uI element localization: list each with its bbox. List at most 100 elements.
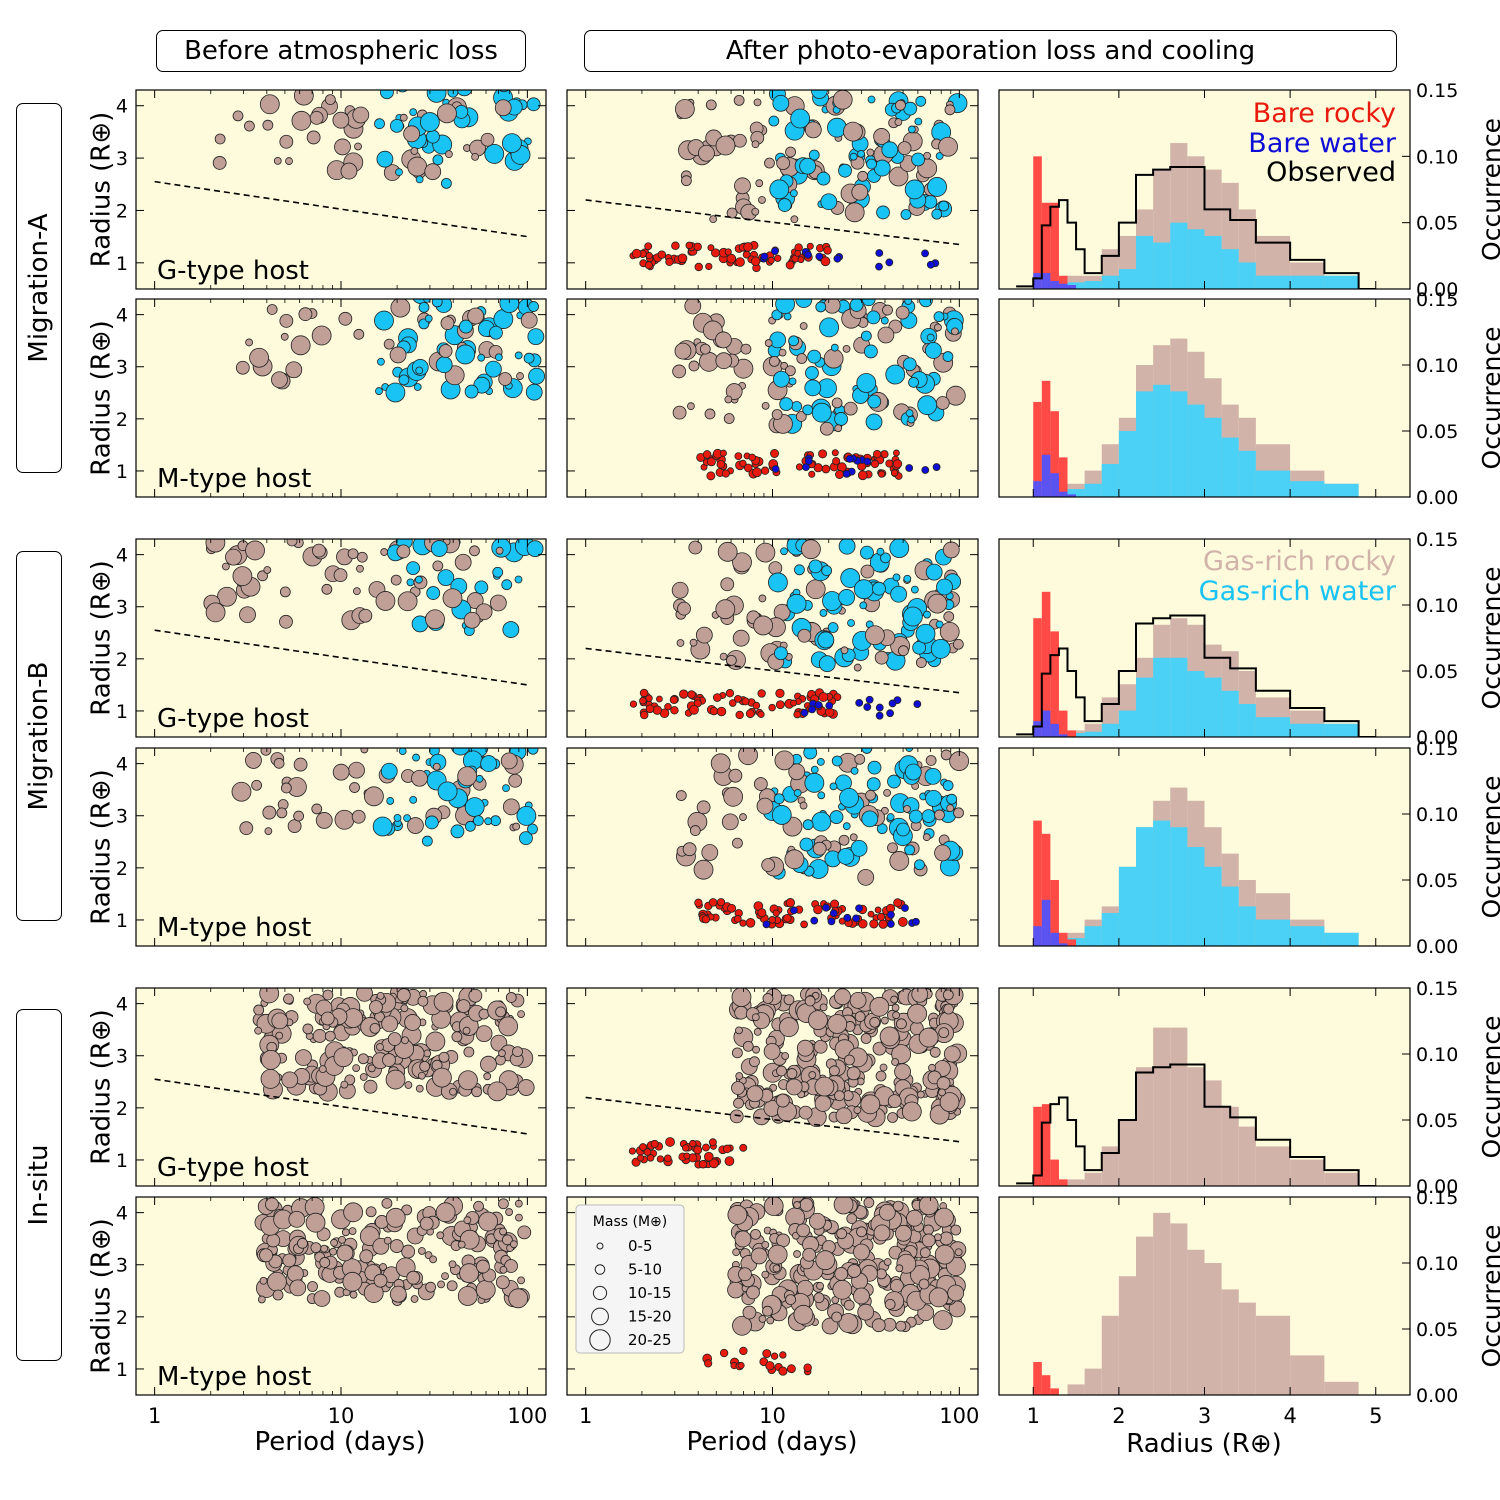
mass-legend-label: 10-15: [628, 1284, 672, 1302]
observed-histogram: [1016, 1063, 1376, 1186]
planet-point: [311, 325, 332, 346]
planet-point: [249, 347, 269, 368]
planet-point: [895, 1224, 912, 1242]
planet-point: [418, 301, 430, 313]
gas-rich-water-bar: [1204, 677, 1222, 737]
planet-point: [783, 994, 795, 1006]
planet-point: [221, 562, 230, 571]
planet-point: [501, 133, 522, 153]
planet-point: [834, 424, 843, 433]
hist-x-tick-label: 1: [1027, 1404, 1040, 1428]
hist-y-tick-label: 0.05: [1416, 213, 1458, 235]
planet-point: [810, 916, 819, 925]
planet-point: [456, 999, 471, 1014]
planet-point: [865, 695, 874, 704]
planet-point: [266, 1233, 281, 1248]
bare-water-bar: [1033, 926, 1042, 946]
planet-point: [406, 1270, 421, 1285]
y-tick-label: 3: [116, 1046, 128, 1068]
planet-point: [895, 99, 906, 111]
histogram: [1016, 591, 1376, 737]
planet-point: [508, 773, 523, 788]
planet-point: [715, 599, 736, 620]
planet-point: [232, 110, 244, 122]
planet-point: [843, 401, 858, 416]
planet-point: [896, 822, 910, 837]
planet-point: [727, 1205, 748, 1225]
y-tick-label: 3: [116, 806, 128, 828]
bare-water-bar: [1050, 281, 1059, 289]
planet-point: [245, 338, 254, 347]
planet-point: [889, 539, 910, 559]
planet-point: [475, 1025, 493, 1043]
planet-point: [926, 260, 935, 269]
planet-point: [399, 113, 408, 122]
planet-point: [939, 1092, 960, 1112]
planet-point: [918, 1278, 930, 1290]
planet-point: [501, 1234, 513, 1246]
planet-point: [307, 1281, 318, 1292]
planet-point: [468, 988, 483, 1003]
planet-point: [800, 708, 809, 717]
planet-point: [923, 151, 932, 160]
planet-point: [860, 564, 875, 579]
planet-point: [376, 991, 385, 1000]
planet-point: [687, 690, 696, 699]
x-tick-label: 1: [148, 1404, 161, 1428]
planet-point: [404, 1081, 413, 1089]
planet-point: [907, 1003, 928, 1024]
planet-point: [895, 1320, 907, 1332]
planet-point: [808, 149, 820, 161]
planet-point: [636, 1154, 644, 1162]
planet-point: [306, 130, 321, 145]
planet-point: [897, 141, 912, 156]
planet-point: [938, 136, 958, 157]
bare-rocky-bar: [1050, 1159, 1059, 1186]
gas-rich-rocky-bar: [1101, 1315, 1119, 1395]
planet-point: [936, 1076, 951, 1091]
planet-point: [761, 1270, 770, 1279]
planet-point: [404, 1014, 422, 1031]
planet-point: [373, 1273, 388, 1288]
planet-point: [796, 353, 808, 364]
planet-point: [756, 797, 774, 815]
planet-point: [947, 1284, 965, 1302]
planet-point: [906, 1209, 923, 1227]
planet-point: [417, 1071, 426, 1080]
y-tick-label: 4: [116, 754, 128, 776]
planet-point: [902, 357, 917, 372]
planet-point: [383, 1236, 392, 1245]
planet-point: [840, 646, 849, 655]
y-axis-label: Radius (R⊕): [87, 320, 117, 476]
planet-point: [410, 1295, 419, 1303]
gas-rich-water-bar: [1118, 431, 1136, 497]
planet-point: [424, 314, 433, 323]
bare-rocky-bar: [1058, 457, 1068, 497]
planet-point: [716, 460, 726, 469]
planet-point: [849, 152, 858, 161]
planet-point: [693, 1145, 703, 1155]
planet-point: [769, 179, 790, 200]
planet-point: [205, 539, 226, 553]
planet-point: [799, 837, 814, 852]
planet-point: [283, 993, 294, 1005]
planet-point: [875, 1070, 887, 1082]
planet-point: [895, 1264, 904, 1273]
planet-point: [771, 409, 783, 420]
planet-point: [805, 366, 819, 380]
planet-point: [359, 1073, 368, 1081]
planet-point: [853, 1287, 870, 1305]
planet-point: [432, 560, 444, 572]
histogram: [1033, 787, 1359, 946]
planet-point: [951, 327, 959, 336]
host-label: M-type host: [157, 1362, 311, 1392]
planet-point: [923, 1224, 934, 1236]
planet-point: [639, 696, 647, 705]
planet-point: [904, 844, 916, 856]
planet-point: [374, 310, 394, 331]
planet-point: [934, 323, 942, 332]
planet-point: [417, 1247, 426, 1255]
planet-point: [758, 1315, 767, 1323]
planet-point: [369, 1000, 383, 1014]
y-tick-label: 4: [116, 305, 128, 327]
